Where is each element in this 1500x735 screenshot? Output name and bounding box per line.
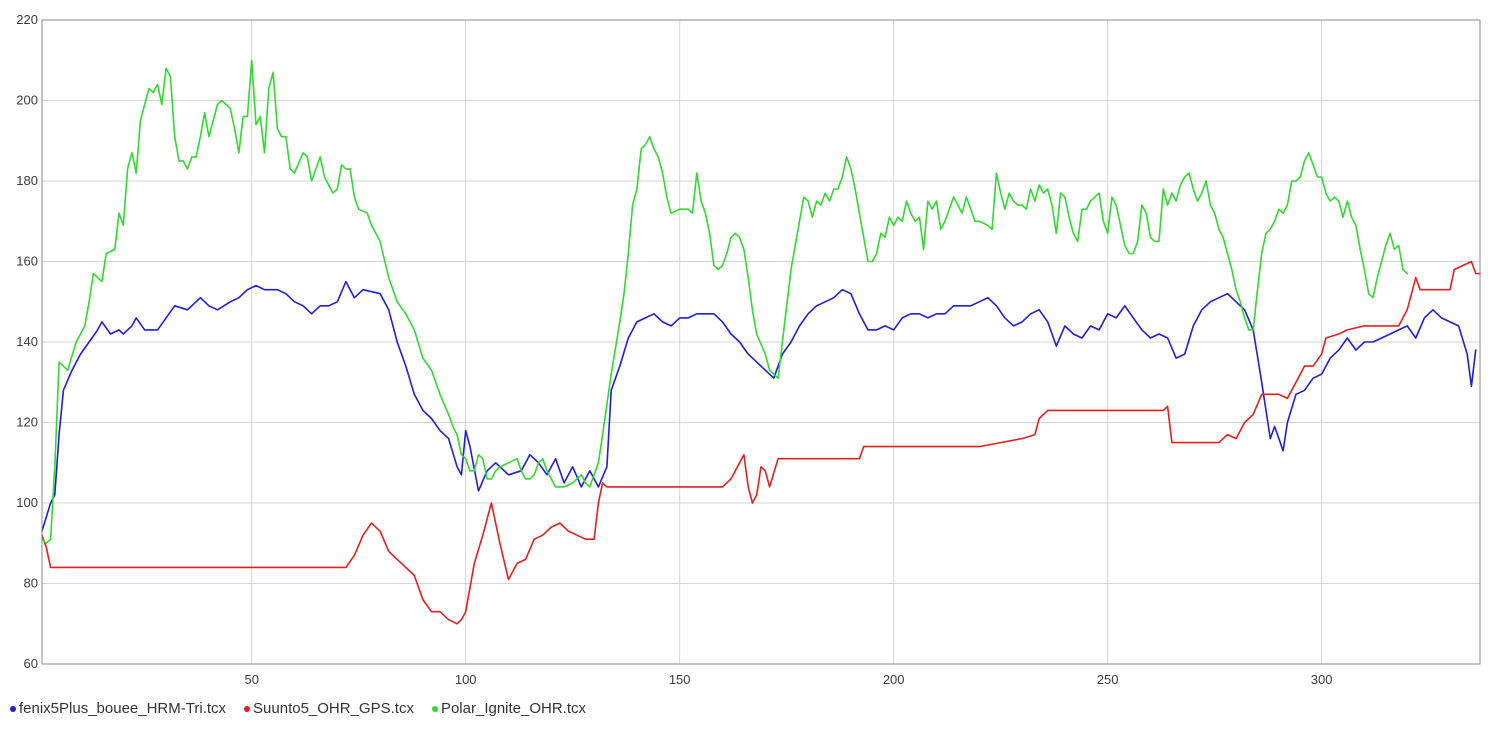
legend-label: Polar_Ignite_OHR.tcx [440,700,587,717]
x-tick-label: 250 [1097,672,1119,687]
series-line-1 [41,280,1477,532]
y-tick-label: 100 [16,495,38,510]
y-tick-label: 60 [24,656,38,671]
y-tick-label: 80 [24,576,38,591]
x-tick-label: 300 [1311,672,1333,687]
series-line-3 [41,59,1408,545]
y-tick-label: 220 [16,12,38,27]
chart-legend: fenix5Plus_bouee_HRM-Tri.tcx Suunto5_OHR_… [10,700,586,717]
chart-grid [42,19,1480,665]
y-tick-label: 120 [16,415,38,430]
x-tick-label: 50 [244,672,258,687]
x-tick-label: 200 [883,672,905,687]
legend-marker-icon [10,705,16,712]
legend-item-1[interactable]: fenix5Plus_bouee_HRM-Tri.tcx [10,700,226,717]
axis-tick-labels: 60 80 100 120 140 160 180 200 220 50 100 150 200 250 3… [16,12,1332,687]
legend-item-3[interactable]: Polar_Ignite_OHR.tcx [431,700,587,717]
y-tick-label: 180 [16,173,38,188]
x-tick-label: 100 [455,672,477,687]
y-tick-label: 200 [16,93,38,108]
legend-marker-icon [431,705,438,712]
legend-item-2[interactable]: Suunto5_OHR_GPS.tcx [244,700,414,717]
series-line-2 [41,260,1481,625]
y-tick-label: 140 [16,334,38,349]
chart-series-layer [41,59,1481,625]
legend-marker-icon [244,705,251,712]
legend-label: fenix5Plus_bouee_HRM-Tri.tcx [19,700,227,717]
y-tick-label: 160 [16,254,38,269]
x-tick-label: 150 [669,672,691,687]
legend-label: Suunto5_OHR_GPS.tcx [253,700,414,717]
plot-area-frame [41,19,1481,665]
